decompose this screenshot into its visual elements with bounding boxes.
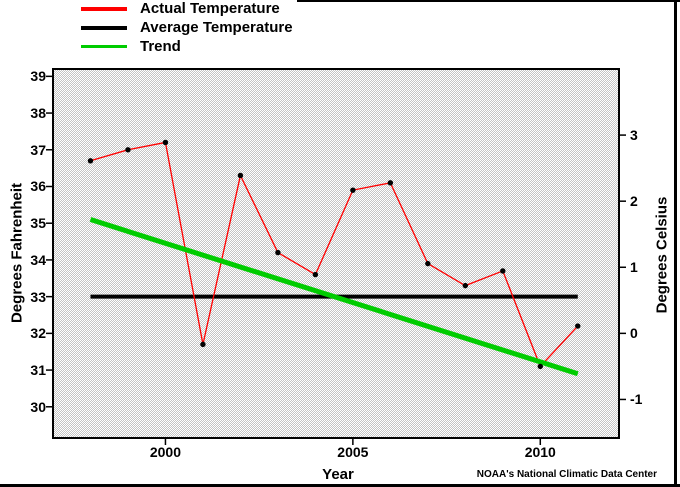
legend-label-actual-temperature: Actual Temperature xyxy=(140,0,280,17)
y-axis-tick-label-fahrenheit: 31 xyxy=(30,362,46,379)
data-point-marker xyxy=(87,158,94,164)
page-border-top xyxy=(297,0,680,2)
x-axis-title: Year xyxy=(322,466,354,483)
y-axis-tick-label-fahrenheit: 37 xyxy=(30,141,46,158)
y-axis-tick-label-celsius: 2 xyxy=(630,193,638,210)
legend-label-trend: Trend xyxy=(140,38,181,55)
legend-item-average-temperature: Average Temperature xyxy=(81,19,293,36)
data-point-marker xyxy=(350,187,356,193)
y-axis-tick-label-fahrenheit: 32 xyxy=(30,325,46,342)
y-axis-tick-label-fahrenheit: 38 xyxy=(30,105,46,122)
x-axis-tick-label: 2000 xyxy=(149,444,182,460)
x-axis-tick-label: 2010 xyxy=(524,444,556,460)
y-axis-tick-label-fahrenheit: 33 xyxy=(30,288,46,305)
y-axis-tick-label-fahrenheit: 39 xyxy=(30,68,46,85)
data-point-marker xyxy=(387,180,394,186)
data-point-marker xyxy=(425,260,431,267)
legend-item-actual-temperature: Actual Temperature xyxy=(81,0,280,17)
data-point-marker xyxy=(575,323,581,329)
data-point-marker xyxy=(462,282,469,289)
y-axis-tick-label-fahrenheit: 36 xyxy=(30,178,46,195)
data-point-marker xyxy=(537,363,543,370)
page-border-right xyxy=(674,0,677,487)
data-point-marker xyxy=(125,147,131,153)
actual-temperature-line xyxy=(90,141,579,368)
y-axis-tick-label-fahrenheit: 35 xyxy=(30,215,46,232)
data-point-marker xyxy=(312,271,319,278)
y-axis-tick-label-fahrenheit: 34 xyxy=(30,251,46,268)
y-axis-tick-label-fahrenheit: 30 xyxy=(30,398,46,415)
x-axis-tick-label: 2005 xyxy=(337,444,369,460)
y-axis-title-right: Degrees Celsius xyxy=(653,196,671,314)
y-axis-tick-label-celsius: 0 xyxy=(630,325,638,342)
y-axis-tick-label-celsius: 1 xyxy=(630,259,638,276)
y-axis-tick-label-celsius: -1 xyxy=(630,391,643,408)
credit-text: NOAA's National Climatic Data Center xyxy=(476,469,657,480)
legend-swatch-actual-temperature xyxy=(81,6,127,11)
y-axis-title-left: Degrees Fahrenheit xyxy=(8,182,26,324)
y-axis-tick-label-celsius: 3 xyxy=(630,127,638,144)
data-point-marker xyxy=(275,249,281,256)
plot-frame xyxy=(52,68,620,439)
legend-item-trend: Trend xyxy=(81,38,181,55)
page-border-bottom xyxy=(0,484,680,487)
data-point-marker xyxy=(200,341,206,348)
data-point-marker xyxy=(500,268,506,274)
plot-area xyxy=(53,69,619,438)
data-point-marker xyxy=(162,139,169,146)
data-point-marker xyxy=(237,172,244,179)
legend-swatch-average-temperature xyxy=(81,25,127,30)
trend-line xyxy=(89,217,579,377)
legend-swatch-trend xyxy=(81,45,127,48)
legend-label-average-temperature: Average Temperature xyxy=(140,19,293,36)
